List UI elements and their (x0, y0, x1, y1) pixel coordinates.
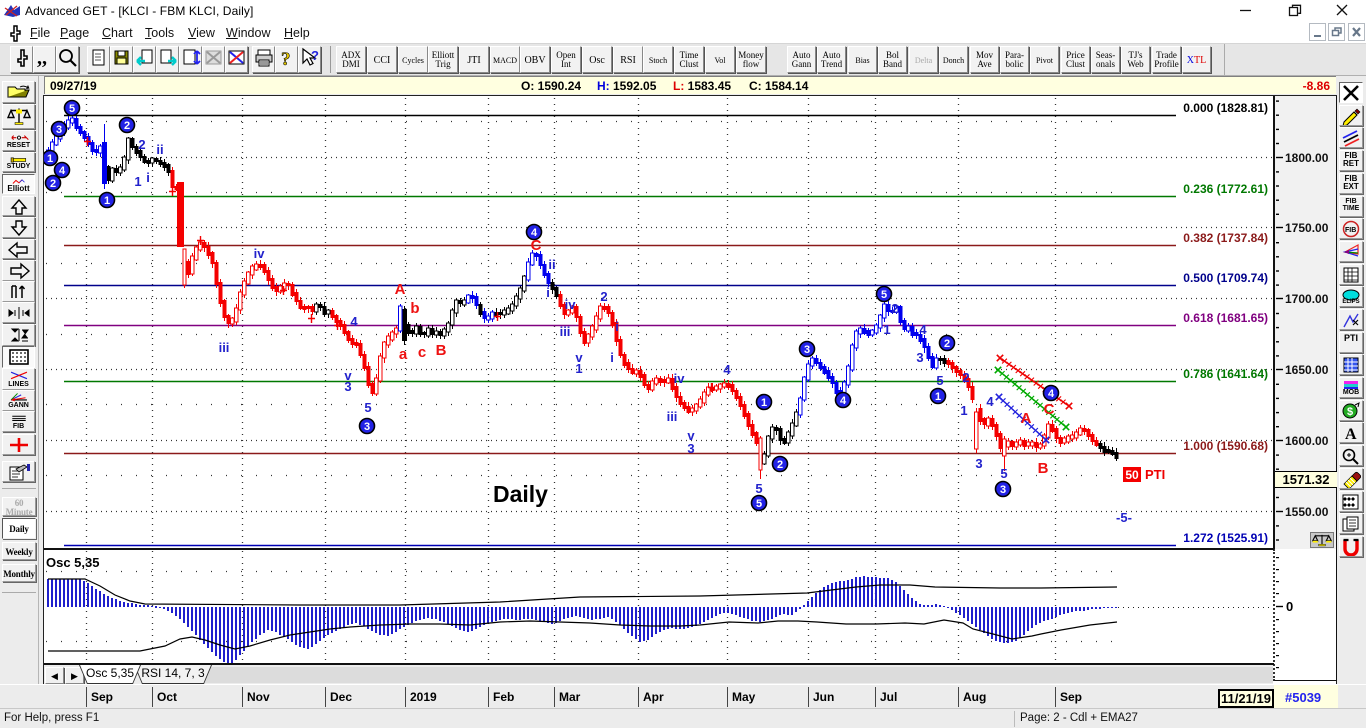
svg-text:5: 5 (364, 400, 371, 415)
svg-text:0.618 (1681.65): 0.618 (1681.65) (1183, 311, 1268, 325)
svg-text:4: 4 (986, 394, 994, 409)
svg-text:iv: iv (674, 371, 686, 386)
svg-text:i: i (610, 350, 614, 365)
svg-text:A: A (1021, 410, 1032, 427)
svg-text:i: i (615, 319, 619, 334)
svg-text:ii: ii (156, 142, 163, 157)
svg-text:$: $ (1347, 406, 1353, 418)
svg-text:v: v (575, 350, 583, 365)
svg-text:2: 2 (962, 370, 969, 385)
svg-text:Osc 5,35: Osc 5,35 (46, 555, 100, 570)
svg-text:?: ? (281, 49, 291, 69)
svg-text:2: 2 (600, 289, 607, 304)
svg-text:C: C (531, 237, 542, 254)
svg-text:5: 5 (1000, 466, 1007, 481)
svg-text:0: 0 (1286, 599, 1293, 614)
svg-text:A: A (395, 281, 406, 298)
svg-text:3: 3 (687, 441, 694, 456)
svg-text:1700.00: 1700.00 (1285, 292, 1329, 306)
svg-text:i: i (546, 285, 550, 300)
svg-text:2: 2 (944, 338, 950, 350)
svg-text:iii: iii (560, 324, 571, 339)
svg-text:1650.00: 1650.00 (1285, 363, 1329, 377)
svg-text:iv: iv (565, 297, 577, 312)
svg-text:0.500 (1709.74): 0.500 (1709.74) (1183, 271, 1268, 285)
svg-text:3: 3 (364, 421, 370, 433)
svg-text:1: 1 (47, 153, 53, 165)
svg-text:iii: iii (667, 409, 678, 424)
svg-text:-5-: -5- (1116, 510, 1132, 525)
svg-text:1: 1 (883, 322, 890, 337)
svg-text:3: 3 (56, 124, 62, 136)
svg-text:A: A (1345, 426, 1357, 442)
svg-text:1550.00: 1550.00 (1285, 505, 1329, 519)
svg-text:5: 5 (936, 373, 943, 388)
svg-text:4: 4 (919, 322, 927, 337)
svg-text:1: 1 (104, 195, 110, 207)
svg-text:0.382 (1737.84): 0.382 (1737.84) (1183, 231, 1268, 245)
svg-text:a: a (399, 346, 408, 363)
svg-text:1: 1 (935, 391, 941, 403)
svg-text:Daily: Daily (493, 481, 548, 507)
svg-text:3: 3 (804, 344, 810, 356)
svg-text:4: 4 (531, 227, 538, 239)
svg-text:3: 3 (344, 379, 351, 394)
svg-text:iii: iii (219, 340, 230, 355)
svg-text:3: 3 (975, 456, 982, 471)
svg-text:5: 5 (756, 498, 762, 510)
svg-text:1: 1 (960, 403, 967, 418)
svg-text:5: 5 (755, 481, 762, 496)
svg-text:0.786 (1641.64): 0.786 (1641.64) (1183, 367, 1268, 381)
svg-text:2: 2 (124, 120, 130, 132)
svg-text:FIB: FIB (1345, 227, 1356, 234)
svg-text:b: b (410, 300, 419, 317)
svg-text:3: 3 (1000, 484, 1006, 496)
svg-text:5: 5 (69, 103, 75, 115)
svg-text:1: 1 (575, 361, 582, 376)
svg-text:v: v (687, 428, 695, 443)
svg-text:5: 5 (881, 289, 887, 301)
svg-text:3: 3 (916, 350, 923, 365)
svg-text:1800.00: 1800.00 (1285, 151, 1329, 165)
svg-text:v: v (344, 368, 352, 383)
svg-text:1750.00: 1750.00 (1285, 221, 1329, 235)
svg-text:,,: ,, (37, 47, 47, 69)
svg-text:1600.00: 1600.00 (1285, 434, 1329, 448)
svg-text:iv: iv (254, 246, 266, 261)
svg-text:ii: ii (548, 257, 555, 272)
svg-text:B: B (436, 342, 447, 359)
svg-text:1.000 (1590.68): 1.000 (1590.68) (1183, 439, 1268, 453)
svg-text:4: 4 (840, 395, 847, 407)
svg-text:PTI: PTI (1145, 467, 1165, 482)
svg-text:50: 50 (1125, 468, 1139, 482)
svg-text:2: 2 (891, 301, 898, 316)
svg-text:1: 1 (761, 397, 767, 409)
svg-text:0.236 (1772.61): 0.236 (1772.61) (1183, 182, 1268, 196)
svg-text:2: 2 (50, 178, 56, 190)
svg-text:2: 2 (777, 459, 783, 471)
svg-text:4: 4 (59, 165, 66, 177)
svg-text:4: 4 (350, 314, 358, 329)
svg-text:4: 4 (1048, 388, 1055, 400)
svg-text:C: C (1044, 401, 1055, 418)
svg-text:B: B (1038, 460, 1049, 477)
svg-text:4: 4 (723, 362, 731, 377)
svg-text:1.272 (1525.91): 1.272 (1525.91) (1183, 531, 1268, 545)
svg-text:1: 1 (134, 174, 141, 189)
svg-text:0.000 (1828.81): 0.000 (1828.81) (1183, 101, 1268, 115)
svg-text:2: 2 (138, 137, 145, 152)
svg-text:i: i (146, 170, 150, 185)
svg-text:?: ? (311, 48, 319, 63)
svg-text:c: c (418, 344, 426, 361)
